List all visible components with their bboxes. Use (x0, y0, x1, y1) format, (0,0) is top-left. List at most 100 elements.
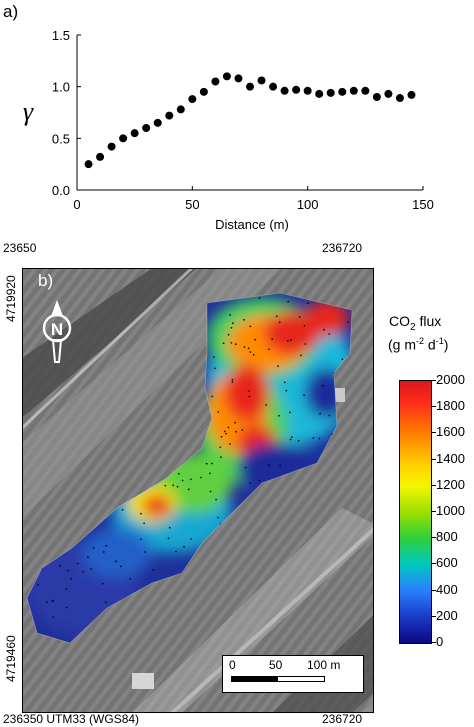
scalebar-label-50: 50 (269, 658, 283, 672)
sampling-point (328, 333, 331, 335)
sampling-point (181, 479, 184, 482)
sampling-point (227, 333, 230, 336)
sampling-point (52, 616, 55, 619)
data-point (211, 77, 220, 86)
sampling-point (190, 538, 193, 540)
sampling-point (225, 432, 227, 435)
sampling-point (121, 508, 124, 511)
sampling-point (234, 343, 237, 346)
sampling-point (227, 426, 230, 429)
data-point (292, 85, 301, 94)
colorbar-tick (431, 563, 436, 565)
sampling-point (164, 484, 167, 487)
data-point (84, 160, 93, 169)
sampling-point (304, 343, 307, 345)
sampling-point (176, 485, 179, 488)
sampling-point (70, 577, 72, 580)
sampling-point (287, 300, 290, 303)
sampling-point (291, 436, 293, 439)
sampling-point (231, 378, 234, 381)
coord-bottom-right: 236720 (322, 712, 363, 726)
colorbar-title-suffix: flux (415, 313, 442, 329)
colorbar-title-line2: (g m-2 d-1) (388, 336, 449, 353)
sampling-point (323, 328, 325, 331)
sampling-point (300, 354, 302, 357)
sampling-point (200, 476, 202, 479)
sampling-point (283, 381, 286, 384)
sampling-point (140, 512, 142, 515)
colorbar-tick-label: 0 (436, 634, 444, 649)
sampling-point (241, 429, 244, 431)
colorbar-tick (431, 642, 436, 643)
sampling-point (289, 438, 292, 441)
sampling-point (223, 430, 226, 433)
y-tick-label: 0.0 (52, 183, 70, 198)
x-axis-label: Distance (m) (215, 217, 289, 232)
colorbar-tick (431, 380, 436, 381)
colorbar-tick (431, 432, 436, 434)
sampling-point (285, 389, 288, 392)
sampling-point (318, 437, 321, 440)
sampling-point (115, 560, 118, 563)
sampling-point (231, 381, 234, 383)
data-point (407, 90, 416, 99)
colorbar-title-line1: CO2 flux (389, 313, 441, 333)
sampling-point (183, 545, 185, 548)
north-label: N (51, 320, 63, 339)
data-point (326, 88, 335, 97)
sampling-point (341, 358, 344, 361)
sampling-point (289, 411, 291, 414)
colorbar-tick-label: 600 (436, 555, 458, 571)
coord-left-bottom: 4719460 (4, 635, 18, 682)
colorbar-tick-label: 1600 (436, 424, 465, 440)
colorbar-tick-label: 1000 (436, 503, 465, 518)
sampling-point (211, 395, 214, 398)
sampling-point (244, 466, 247, 469)
sampling-point (278, 321, 281, 324)
colorbar-tick-label: 2000 (436, 372, 465, 387)
sampling-point (215, 498, 218, 501)
sampling-point (275, 315, 278, 318)
data-point (280, 86, 289, 95)
sampling-point (213, 356, 215, 358)
sampling-point (243, 346, 246, 348)
sampling-point (190, 478, 192, 481)
sampling-point (175, 550, 177, 553)
sampling-point (45, 601, 48, 604)
sampling-point (104, 601, 107, 604)
data-point (338, 87, 347, 96)
legend-box: CO2 flux (g m-2 d-1) 2000 1800 1600 1400 120… (373, 268, 474, 713)
y-tick-label: 1.0 (52, 80, 70, 95)
colorbar-tick (431, 537, 436, 539)
sampling-point (307, 302, 309, 304)
sampling-point (303, 394, 305, 397)
sampling-point (120, 565, 122, 568)
sampling-point (67, 569, 70, 572)
sampling-point (298, 316, 301, 318)
data-point (303, 86, 312, 95)
sampling-point (217, 516, 220, 519)
data-point (315, 89, 324, 98)
colorbar-tick (431, 511, 436, 512)
data-point (153, 118, 162, 127)
sampling-point (287, 339, 289, 342)
sampling-point (230, 326, 233, 329)
sampling-point (172, 484, 175, 487)
coord-bottom-left: 236350 UTM33 (WGS84) (3, 712, 140, 726)
sampling-point (177, 472, 180, 475)
sampling-point (219, 446, 222, 449)
colorbar-tick-label: 1400 (436, 450, 465, 466)
colorbar-tick (431, 615, 436, 617)
data-point (384, 89, 393, 98)
data-point (372, 93, 381, 101)
sampling-point (82, 570, 84, 573)
y-tick-label: 0.5 (52, 131, 70, 146)
sampling-point (303, 325, 306, 327)
scalebar-label-100: 100 m (307, 658, 341, 672)
sampling-point (321, 384, 324, 387)
data-point (96, 152, 105, 161)
sampling-point (254, 338, 256, 341)
scalebar-label-0: 0 (229, 658, 236, 672)
data-point (222, 72, 231, 81)
sampling-point (232, 322, 234, 325)
